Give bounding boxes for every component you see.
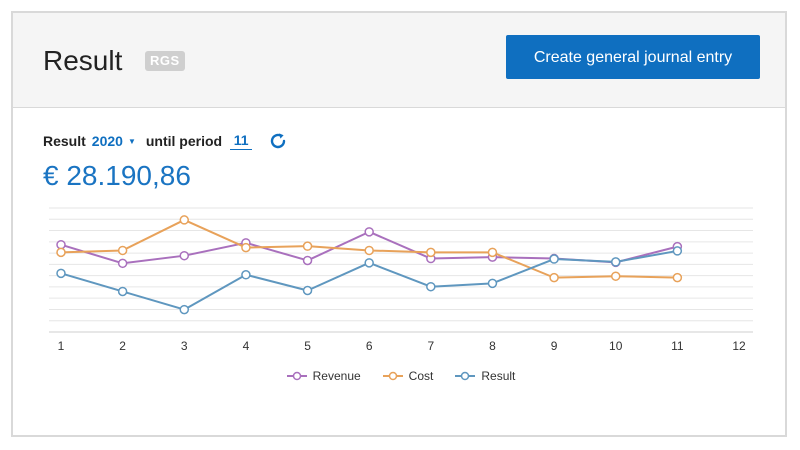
x-tick-label: 7 xyxy=(427,339,434,353)
x-tick-label: 9 xyxy=(551,339,558,353)
legend-marker-cost xyxy=(382,371,403,381)
x-tick-label: 10 xyxy=(609,339,623,353)
data-point-result xyxy=(364,258,374,268)
data-point-result xyxy=(549,254,559,264)
x-tick-label: 1 xyxy=(58,339,65,353)
year-select[interactable]: 2020 ▼ xyxy=(92,133,136,149)
legend-label-cost: Cost xyxy=(408,369,434,383)
data-point-revenue xyxy=(56,239,66,250)
x-tick-label: 8 xyxy=(489,339,496,353)
data-point-result xyxy=(241,270,251,280)
data-point-result xyxy=(487,278,498,289)
filter-row: Result 2020 ▼ until period 11 xyxy=(43,129,288,153)
legend-label-revenue: Revenue xyxy=(312,369,361,383)
create-journal-entry-button[interactable]: Create general journal entry xyxy=(506,35,760,79)
data-point-revenue xyxy=(302,255,313,266)
data-point-revenue xyxy=(179,250,190,261)
legend-label-result: Result xyxy=(481,369,516,383)
rgs-badge: RGS xyxy=(145,51,185,71)
result-label: Result xyxy=(43,133,86,149)
x-tick-label: 6 xyxy=(366,339,373,353)
data-point-cost xyxy=(426,247,436,258)
legend-item-cost[interactable]: Cost xyxy=(382,369,434,383)
data-point-cost xyxy=(302,241,313,251)
legend-item-result[interactable]: Result xyxy=(455,369,515,383)
x-tick-label: 4 xyxy=(243,339,250,353)
data-point-result xyxy=(302,285,313,296)
data-point-result xyxy=(117,286,128,297)
data-point-cost xyxy=(549,272,559,283)
period-input[interactable]: 11 xyxy=(230,132,253,150)
widget-title: Result xyxy=(43,45,123,76)
refresh-icon[interactable] xyxy=(268,131,288,151)
x-tick-label: 5 xyxy=(304,339,311,353)
result-amount: € 28.190,86 xyxy=(43,160,191,191)
data-point-result xyxy=(610,257,621,267)
widget-header: Result RGS Create general journal entry xyxy=(13,13,785,108)
data-point-cost xyxy=(487,247,498,258)
data-point-result xyxy=(426,281,436,292)
data-point-cost xyxy=(241,242,251,253)
chart-legend: Revenue Cost Result xyxy=(13,369,789,383)
caret-down-icon: ▼ xyxy=(127,136,136,146)
data-point-result xyxy=(56,268,66,279)
data-point-cost xyxy=(179,215,190,225)
year-value: 2020 xyxy=(91,133,123,149)
data-point-result xyxy=(179,304,190,315)
x-tick-label: 3 xyxy=(181,339,188,353)
data-point-cost xyxy=(364,245,374,256)
data-point-revenue xyxy=(364,227,374,237)
legend-marker-result xyxy=(455,371,476,381)
x-tick-label: 11 xyxy=(671,339,684,353)
data-point-cost xyxy=(610,271,621,281)
data-point-revenue xyxy=(117,258,128,269)
data-point-cost xyxy=(56,247,66,258)
data-point-result xyxy=(672,246,683,256)
data-point-cost xyxy=(672,272,683,283)
data-point-cost xyxy=(117,245,128,256)
x-tick-label: 2 xyxy=(119,339,126,353)
legend-marker-revenue xyxy=(286,371,307,381)
result-chart: 1 2 3 4 5 6 7 8 9 10 11 12 xyxy=(49,207,753,353)
until-period-label: until period xyxy=(145,133,223,149)
result-widget: Result RGS Create general journal entry … xyxy=(11,11,787,437)
x-tick-label: 12 xyxy=(732,339,746,353)
legend-item-revenue[interactable]: Revenue xyxy=(286,369,361,383)
